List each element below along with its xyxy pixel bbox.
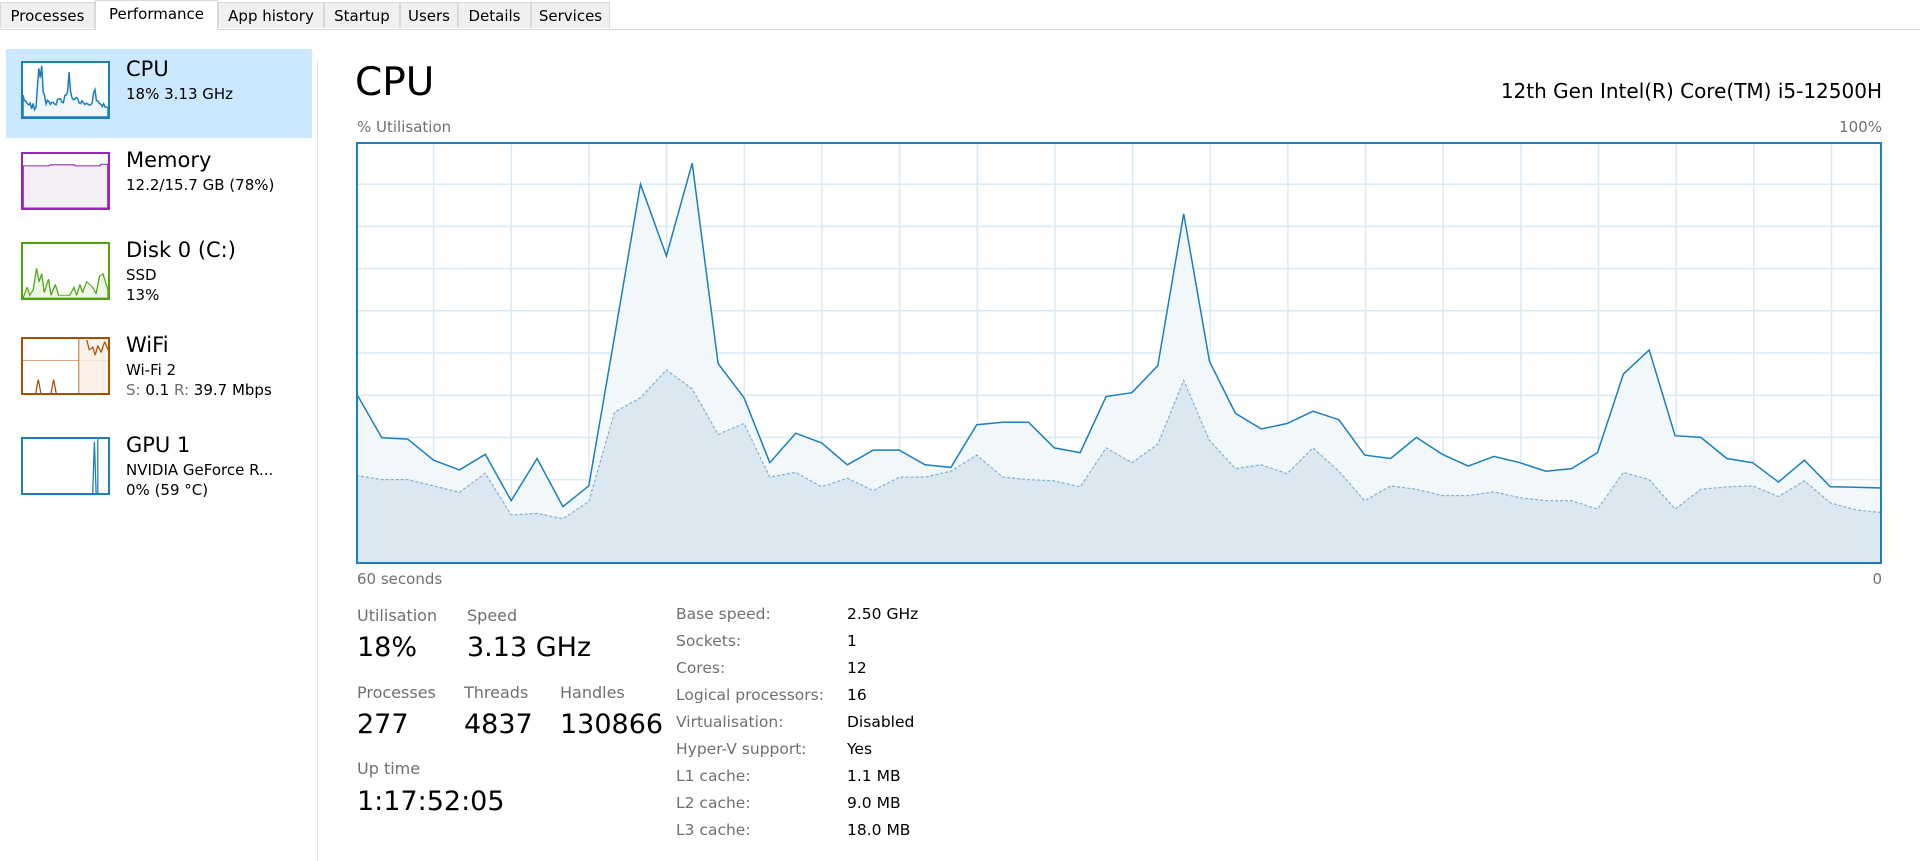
detail-value: 1 — [847, 632, 857, 650]
tab-bar: Processes Performance App history Startu… — [0, 0, 1920, 30]
utilisation-label: Utilisation — [357, 606, 438, 625]
send-label: S: — [126, 381, 141, 399]
sidebar-item-detail: Wi-Fi 2 — [126, 361, 177, 379]
tab-services[interactable]: Services — [531, 2, 610, 28]
tab-performance[interactable]: Performance — [95, 0, 218, 30]
handles-value: 130866 — [560, 709, 664, 740]
sidebar-item-usage: 0% (59 °C) — [126, 481, 209, 499]
detail-value: 18.0 MB — [847, 821, 911, 839]
receive-value: 39.7 Mbps — [193, 381, 272, 399]
detail-value: 1.1 MB — [847, 767, 901, 785]
sidebar-item-title: WiFi — [126, 333, 169, 357]
utilisation-value: 18% — [357, 632, 418, 663]
page-title: CPU — [355, 60, 435, 105]
detail-label: L2 cache: — [676, 794, 751, 812]
threads-label: Threads — [464, 683, 529, 702]
cpu-model-name: 12th Gen Intel(R) Core(TM) i5-12500H — [1500, 79, 1882, 103]
detail-value: 16 — [847, 686, 867, 704]
speed-label: Speed — [467, 606, 518, 625]
sidebar-item-cpu[interactable]: CPU 18% 3.13 GHz — [6, 49, 312, 138]
sidebar-divider[interactable] — [317, 60, 318, 861]
handles-label: Handles — [560, 683, 625, 702]
sidebar-item-throughput: S: 0.1 R: 39.7 Mbps — [126, 381, 272, 399]
uptime-label: Up time — [357, 759, 421, 778]
sidebar-item-title: Memory — [126, 148, 212, 172]
cpu-utilisation-chart — [356, 142, 1882, 564]
x-axis-left-label: 60 seconds — [357, 570, 443, 588]
gpu-thumbnail-graph — [21, 437, 110, 495]
sidebar-item-memory[interactable]: Memory 12.2/15.7 GB (78%) — [6, 140, 312, 229]
tab-users[interactable]: Users — [400, 2, 458, 28]
receive-label: R: — [174, 381, 190, 399]
sidebar-item-detail: 12.2/15.7 GB (78%) — [126, 176, 275, 194]
detail-label: Virtualisation: — [676, 713, 784, 731]
sidebar-item-detail: NVIDIA GeForce R... — [126, 461, 274, 479]
detail-value: Yes — [847, 740, 873, 758]
sidebar-item-title: GPU 1 — [126, 433, 191, 457]
tab-details[interactable]: Details — [458, 2, 531, 28]
detail-label: Logical processors: — [676, 686, 824, 704]
detail-label: L3 cache: — [676, 821, 751, 839]
x-axis-right-label: 0 — [1872, 570, 1882, 588]
processes-label: Processes — [357, 683, 436, 702]
detail-label: L1 cache: — [676, 767, 751, 785]
kernel-time-line — [356, 369, 1882, 520]
detail-value: 2.50 GHz — [847, 605, 919, 623]
detail-value: Disabled — [847, 713, 915, 731]
detail-label: Cores: — [676, 659, 726, 677]
tab-startup[interactable]: Startup — [324, 2, 400, 28]
tab-app-history[interactable]: App history — [218, 2, 324, 28]
detail-label: Hyper-V support: — [676, 740, 807, 758]
kernel-time-area — [356, 369, 1882, 564]
send-value: 0.1 — [145, 381, 170, 399]
detail-value: 12 — [847, 659, 867, 677]
memory-thumbnail-graph — [21, 152, 110, 210]
cpu-thumbnail-line — [23, 66, 108, 117]
wifi-thumbnail-graph — [21, 337, 110, 395]
total-utilisation-line — [356, 162, 1882, 508]
tab-processes[interactable]: Processes — [0, 2, 95, 28]
processes-value: 277 — [357, 709, 409, 740]
cpu-thumbnail-graph — [21, 61, 110, 119]
uptime-value: 1:17:52:05 — [357, 786, 505, 817]
sidebar-item-detail: SSD — [126, 266, 157, 284]
sidebar-item-usage: 13% — [126, 286, 160, 304]
detail-label: Base speed: — [676, 605, 771, 623]
sidebar-item-gpu[interactable]: GPU 1 NVIDIA GeForce R... 0% (59 °C) — [6, 425, 312, 514]
sidebar-item-wifi[interactable]: WiFi Wi-Fi 2 S: 0.1 R: 39.7 Mbps — [6, 325, 312, 414]
detail-value: 9.0 MB — [847, 794, 901, 812]
y-axis-max-label: 100% — [1839, 118, 1882, 136]
disk-thumbnail-graph — [21, 242, 110, 300]
speed-value: 3.13 GHz — [467, 632, 592, 663]
detail-label: Sockets: — [676, 632, 742, 650]
sidebar-item-title: Disk 0 (C:) — [126, 238, 236, 262]
sidebar-item-title: CPU — [126, 57, 169, 81]
chart-border — [356, 142, 1882, 564]
sidebar-item-disk[interactable]: Disk 0 (C:) SSD 13% — [6, 230, 312, 319]
sidebar-item-detail: 18% 3.13 GHz — [126, 85, 234, 103]
y-axis-label: % Utilisation — [357, 118, 452, 136]
threads-value: 4837 — [464, 709, 533, 740]
